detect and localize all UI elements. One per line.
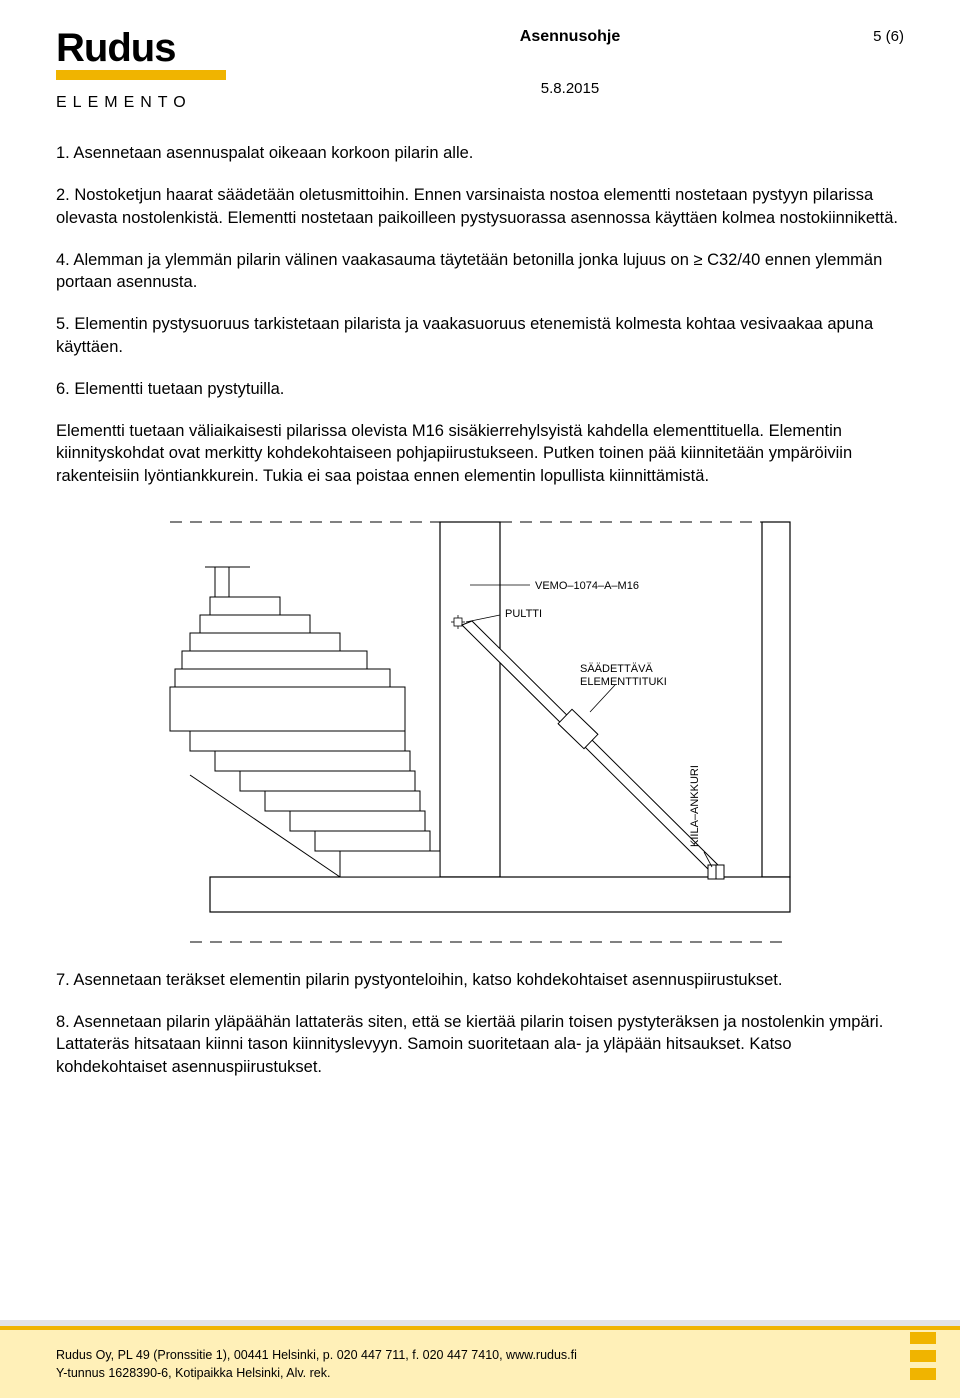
document-title: Asennusohje [316,28,824,46]
footer-logo-squares [910,1332,936,1380]
support-paragraph: Elementti tuetaan väliaikaisesti pilaris… [56,420,904,487]
footer-line2: Y-tunnus 1628390-6, Kotipaikka Helsinki,… [56,1364,577,1382]
footer-text: Rudus Oy, PL 49 (Pronssitie 1), 00441 He… [56,1346,577,1382]
document-header: Rudus ELEMENTO Asennusohje 5.8.2015 5 (6… [56,28,904,112]
label-tuki-line1: SÄÄDETTÄVÄ [580,663,653,675]
footer-line1: Rudus Oy, PL 49 (Pronssitie 1), 00441 He… [56,1346,577,1364]
logo-underline [56,70,226,80]
step-4: 4. Alemman ja ylemmän pilarin välinen va… [56,249,904,294]
installation-diagram: VEMO–1074–A–M16 PULTTI SÄÄDETTÄVÄ ELEMEN… [160,507,800,957]
label-tuki-line2: ELEMENTTITUKI [580,676,667,688]
label-ankkuri: KIILA–ANKKURI [689,765,701,847]
brand-square-icon [910,1350,936,1362]
label-vemo: VEMO–1074–A–M16 [535,580,639,592]
company-logo: Rudus ELEMENTO [56,28,256,112]
page-number: 5 (6) [824,28,904,45]
body-content: 1. Asennetaan asennuspalat oikeaan korko… [56,142,904,487]
logo-text: Rudus [56,28,256,68]
brand-square-icon [910,1332,936,1344]
page-footer: Rudus Oy, PL 49 (Pronssitie 1), 00441 He… [0,1320,960,1398]
header-center: Asennusohje 5.8.2015 [256,28,824,97]
logo-subtext: ELEMENTO [56,94,256,112]
step-8: 8. Asennetaan pilarin yläpäähän lattater… [56,1011,904,1078]
document-date: 5.8.2015 [316,80,824,97]
step-5: 5. Elementin pystysuoruus tarkistetaan p… [56,313,904,358]
label-pultti: PULTTI [505,608,542,620]
step-6: 6. Elementti tuetaan pystytuilla. [56,378,904,400]
step-1: 1. Asennetaan asennuspalat oikeaan korko… [56,142,904,164]
step-7: 7. Asennetaan teräkset elementin pilarin… [56,969,904,991]
brand-square-icon [910,1368,936,1380]
step-2: 2. Nostoketjun haarat säädetään oletusmi… [56,184,904,229]
body-content-lower: 7. Asennetaan teräkset elementin pilarin… [56,969,904,1078]
